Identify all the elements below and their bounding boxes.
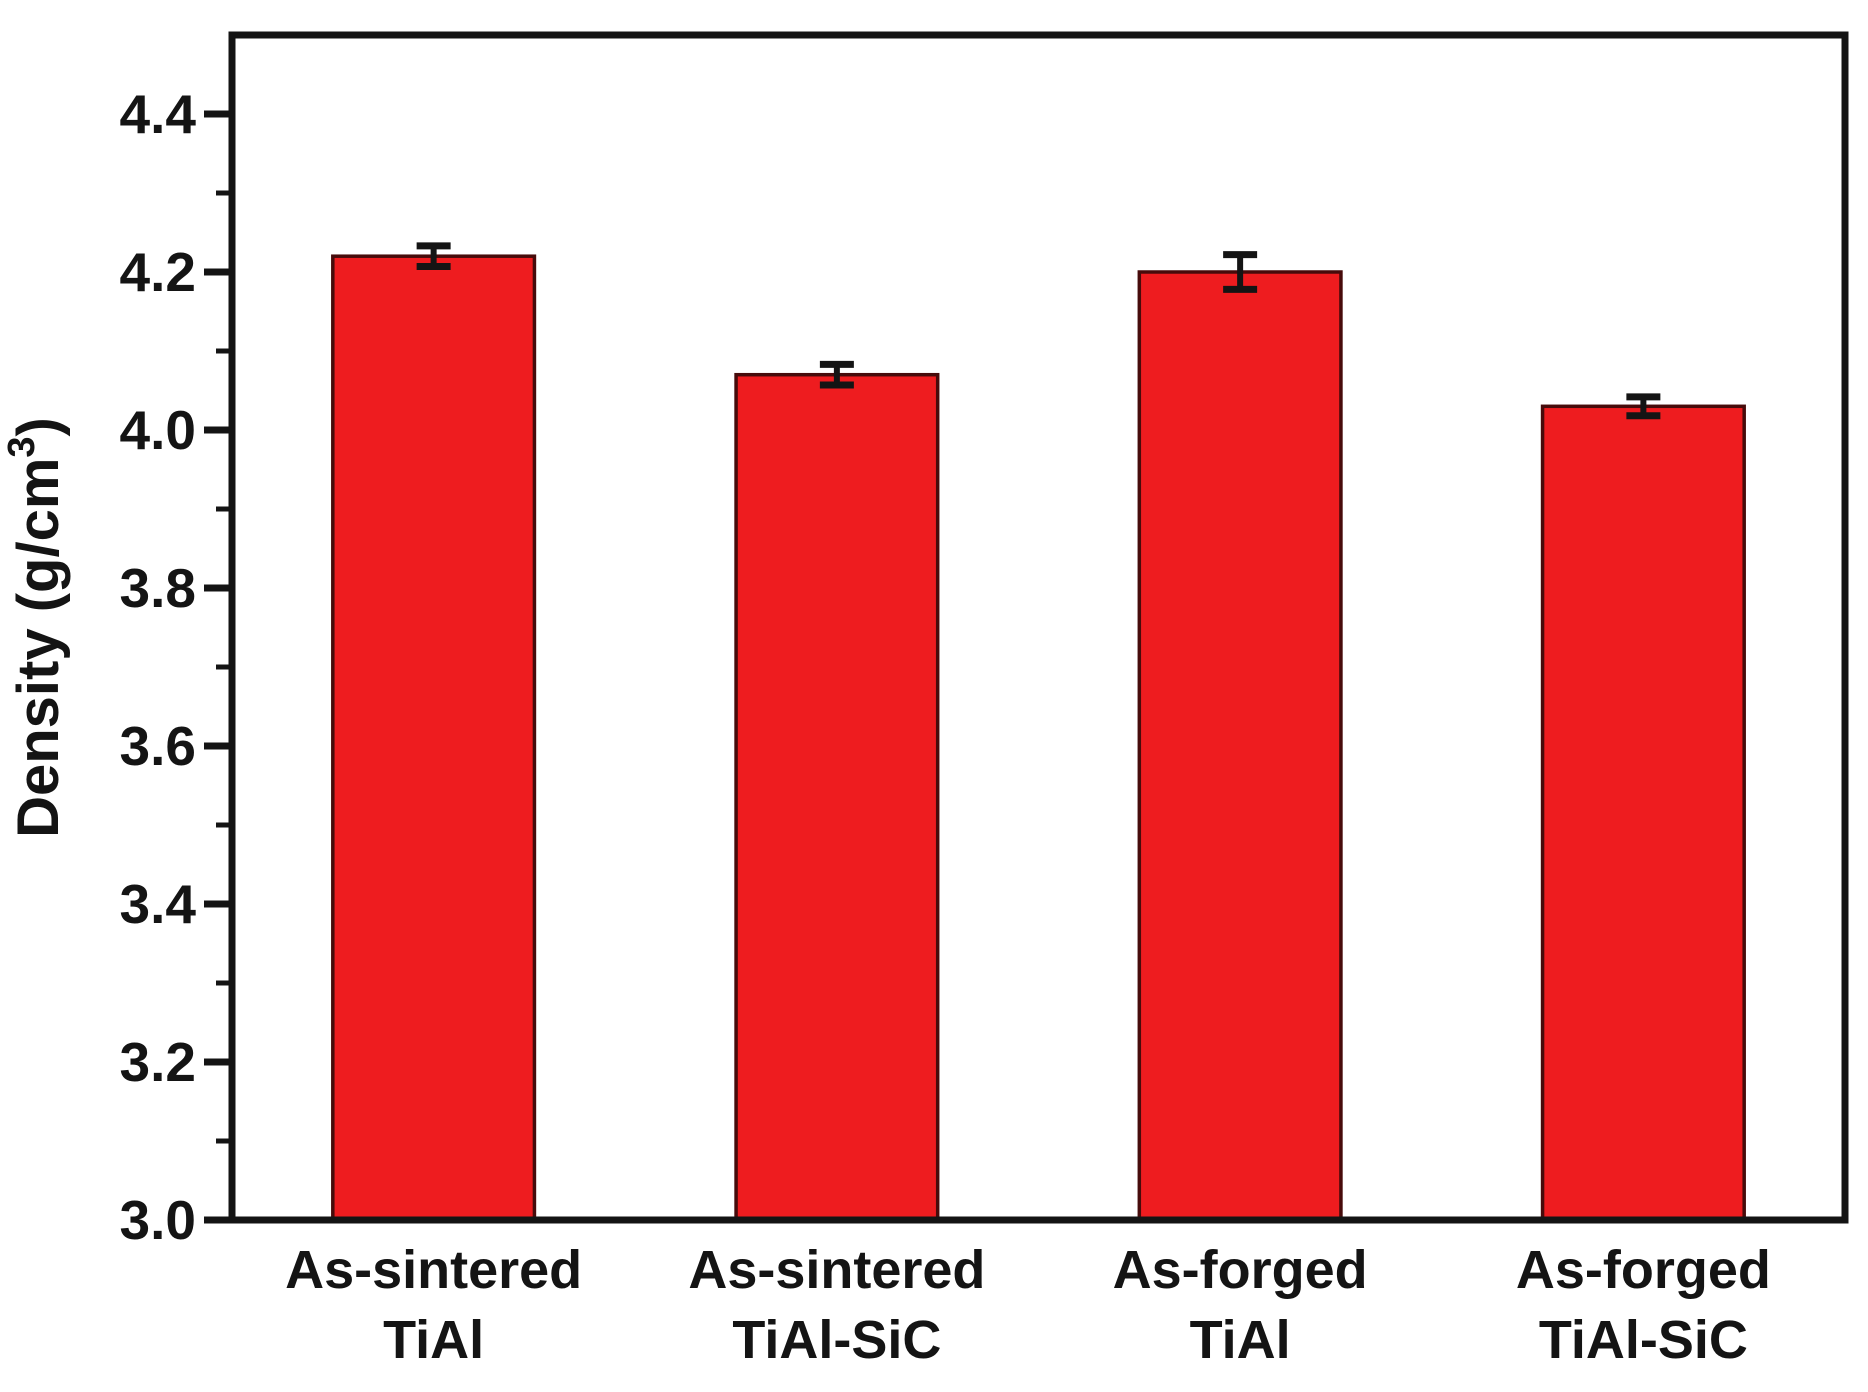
error-bar-as-forged-tial-sic — [1626, 393, 1661, 420]
y-axis-title: Density (g/cm3) — [1, 417, 71, 838]
y-tick-label: 3.4 — [120, 873, 197, 935]
bar-as-sintered-tial — [331, 254, 537, 1222]
y-tick-label: 3.8 — [120, 557, 196, 619]
error-bar-as-sintered-tial-sic — [819, 360, 854, 389]
x-category-line2: TiAl — [1190, 1310, 1291, 1370]
x-category-label-as-forged-tial: As-forged TiAl — [1113, 1240, 1368, 1370]
y-tick-label: 4.2 — [120, 241, 196, 303]
x-category-line1: As-sintered — [688, 1240, 985, 1300]
x-category-line1: As-sintered — [285, 1240, 582, 1300]
y-tick-label: 3.2 — [120, 1031, 196, 1093]
error-bar-as-forged-tial — [1223, 251, 1258, 293]
x-category-line2: TiAl-SiC — [1539, 1310, 1748, 1370]
x-category-line2: TiAl-SiC — [732, 1310, 941, 1370]
bar-as-sintered-tial-sic — [734, 372, 940, 1222]
error-bar-as-sintered-tial — [416, 242, 451, 270]
y-tick-label: 3.6 — [120, 715, 196, 777]
y-tick-label: 3.0 — [120, 1189, 196, 1251]
x-category-label-as-forged-tial-sic: As-forged TiAl-SiC — [1516, 1240, 1771, 1370]
y-tick-label: 4.4 — [120, 83, 197, 145]
x-category-label-as-sintered-tial: As-sintered TiAl — [285, 1240, 582, 1370]
bar-as-forged-tial — [1137, 270, 1343, 1222]
x-category-label-as-sintered-tial-sic: As-sintered TiAl-SiC — [688, 1240, 985, 1370]
bar-as-forged-tial-sic — [1540, 404, 1746, 1222]
x-category-line1: As-forged — [1113, 1240, 1368, 1300]
y-tick-label: 4.0 — [120, 399, 196, 461]
x-category-line1: As-forged — [1516, 1240, 1771, 1300]
plot-border — [228, 31, 1849, 1224]
x-category-line2: TiAl — [383, 1310, 484, 1370]
